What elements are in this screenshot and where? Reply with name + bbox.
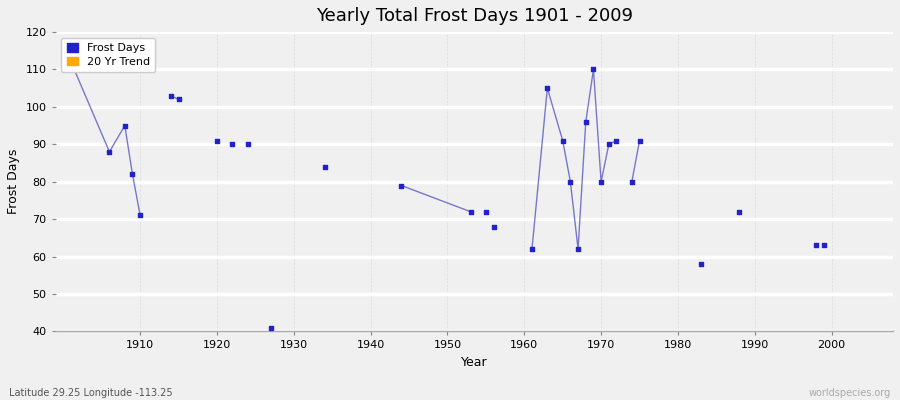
Point <box>594 178 608 185</box>
Point <box>486 224 500 230</box>
Point <box>816 242 831 248</box>
Point <box>609 137 624 144</box>
Point <box>118 122 132 129</box>
Point <box>103 149 117 155</box>
Point <box>64 59 78 65</box>
Point <box>394 182 409 189</box>
Point <box>164 92 178 99</box>
Text: Latitude 29.25 Longitude -113.25: Latitude 29.25 Longitude -113.25 <box>9 388 173 398</box>
Point <box>571 246 585 252</box>
Point <box>133 212 148 219</box>
Point <box>625 178 639 185</box>
Point <box>694 261 708 267</box>
Point <box>125 171 140 178</box>
Point <box>479 208 493 215</box>
Point <box>540 85 554 91</box>
Point <box>555 137 570 144</box>
Point <box>525 246 539 252</box>
Point <box>586 66 600 73</box>
Point <box>601 141 616 148</box>
Point <box>733 208 747 215</box>
Point <box>240 141 255 148</box>
Point <box>579 119 593 125</box>
Y-axis label: Frost Days: Frost Days <box>7 149 20 214</box>
Point <box>809 242 824 248</box>
Point <box>563 178 578 185</box>
Point <box>464 208 478 215</box>
Point <box>264 324 278 331</box>
X-axis label: Year: Year <box>461 356 488 369</box>
Title: Yearly Total Frost Days 1901 - 2009: Yearly Total Frost Days 1901 - 2009 <box>316 7 633 25</box>
Point <box>210 137 224 144</box>
Point <box>633 137 647 144</box>
Point <box>318 164 332 170</box>
Point <box>171 96 185 103</box>
Text: worldspecies.org: worldspecies.org <box>809 388 891 398</box>
Legend: Frost Days, 20 Yr Trend: Frost Days, 20 Yr Trend <box>61 38 156 72</box>
Point <box>225 141 239 148</box>
